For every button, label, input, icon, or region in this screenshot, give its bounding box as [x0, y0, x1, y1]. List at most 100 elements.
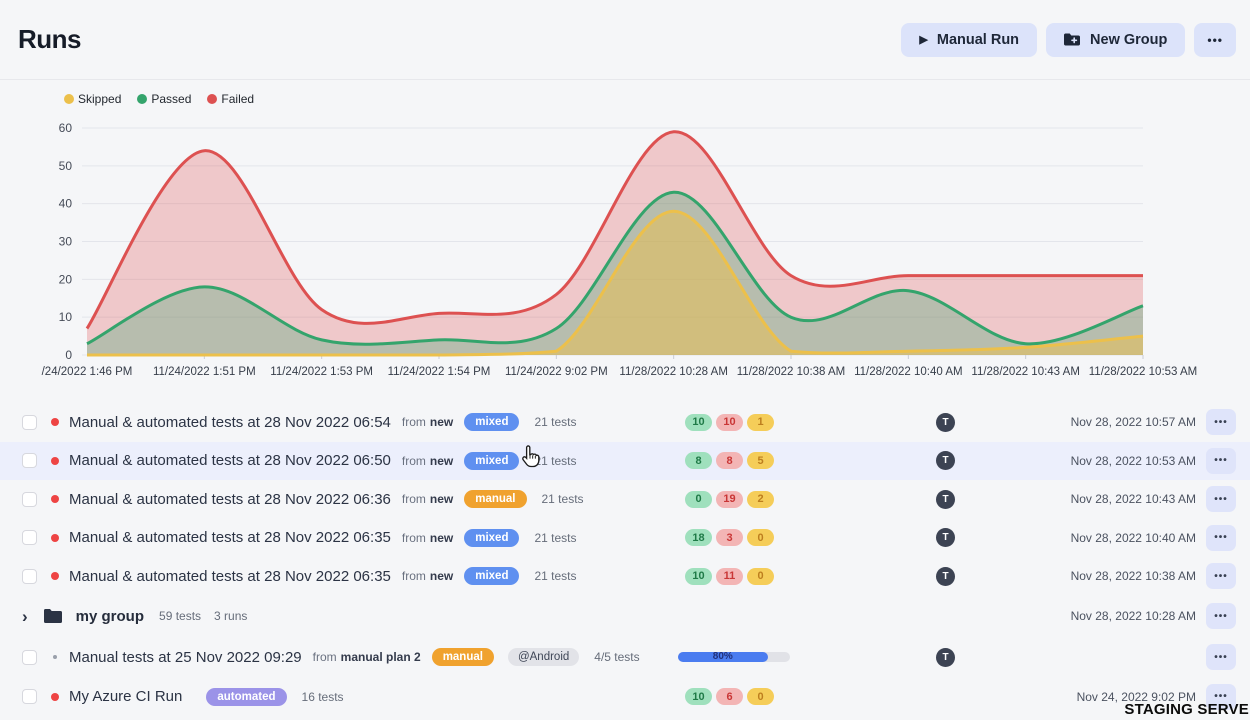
row-menu-button[interactable]: ••• [1206, 644, 1236, 670]
group-name: my group [75, 607, 145, 625]
new-group-label: New Group [1090, 31, 1168, 48]
skipped-count-badge: 0 [747, 567, 774, 585]
failed-count-badge: 10 [716, 413, 743, 431]
tests-count: 21 tests [534, 569, 577, 584]
run-row[interactable]: Manual & automated tests at 28 Nov 2022 … [0, 441, 1250, 480]
run-source-value: new [429, 530, 454, 545]
run-source-label: from [401, 569, 426, 584]
avatar: T [936, 566, 955, 586]
legend-label: Passed [151, 92, 192, 106]
y-tick-label: 50 [59, 159, 73, 173]
run-title: Manual tests at 25 Nov 2022 09:29 [69, 648, 302, 666]
manual-run-button[interactable]: ▶ Manual Run [901, 22, 1038, 57]
run-source-value: new [429, 415, 454, 430]
chart-legend: Skipped Passed Failed [64, 92, 254, 106]
result-badges: 0 19 2 [685, 490, 774, 508]
avatar: T [936, 528, 955, 548]
row-menu-button[interactable]: ••• [1206, 683, 1236, 710]
new-group-button[interactable]: New Group [1046, 22, 1186, 57]
run-timestamp: Nov 24, 2022 9:02 PM [1076, 689, 1196, 704]
run-type-pill: mixed [464, 528, 520, 547]
run-timestamp: Nov 28, 2022 10:57 AM [1070, 415, 1196, 430]
runs-chart: Skipped Passed Failed 0 10 20 30 40 50 60 /24/20… [0, 80, 1250, 390]
failed-count-badge: 6 [716, 688, 743, 706]
run-timestamp: Nov 28, 2022 10:43 AM [1070, 492, 1196, 507]
tests-count: 21 tests [541, 492, 584, 507]
run-title: Manual & automated tests at 28 Nov 2022 … [69, 490, 391, 508]
skipped-count-badge: 0 [747, 529, 774, 547]
row-checkbox[interactable] [22, 530, 37, 546]
row-checkbox[interactable] [22, 491, 37, 507]
failed-count-badge: 8 [716, 452, 743, 470]
row-checkbox[interactable] [22, 414, 37, 430]
run-source-label: from [401, 453, 426, 468]
tests-count: 21 tests [534, 415, 577, 430]
row-menu-button[interactable]: ••• [1206, 409, 1236, 436]
avatar: T [936, 451, 955, 471]
row-menu-button[interactable]: ••• [1206, 447, 1236, 474]
page-title: Runs [18, 24, 82, 54]
page-header: Runs ▶ Manual Run New Group ••• [0, 0, 1250, 80]
run-type-pill: mixed [464, 451, 520, 470]
progress-fill [678, 652, 768, 662]
run-row[interactable]: Manual & automated tests at 28 Nov 2022 … [0, 557, 1250, 596]
run-row[interactable]: Manual & automated tests at 28 Nov 2022 … [0, 519, 1250, 558]
row-menu-button[interactable]: ••• [1206, 603, 1236, 629]
run-type-pill: manual [431, 648, 494, 666]
run-row[interactable]: Manual & automated tests at 28 Nov 2022 … [0, 480, 1250, 519]
row-checkbox[interactable] [22, 568, 37, 584]
run-row[interactable]: My Azure CI Run automated 16 tests 10 6 0 Nov … [0, 678, 1250, 717]
line-skipped [87, 209, 1144, 357]
y-tick-label: 20 [59, 272, 73, 286]
skipped-count-badge: 0 [747, 688, 774, 706]
run-source-label: from [401, 492, 426, 507]
x-tick-label: 11/24/2022 1:51 PM [152, 366, 256, 378]
passed-count-badge: 0 [685, 490, 712, 508]
x-tick-label: 11/28/2022 10:53 AM [1088, 366, 1198, 378]
header-more-button[interactable]: ••• [1194, 22, 1236, 57]
failed-count-badge: 11 [716, 567, 743, 585]
row-menu-button[interactable]: ••• [1206, 486, 1236, 513]
header-actions: ▶ Manual Run New Group ••• [901, 22, 1236, 57]
legend-item-failed: Failed [207, 92, 254, 106]
y-tick-label: 40 [59, 197, 73, 211]
legend-label: Skipped [78, 92, 122, 106]
status-dot [51, 692, 59, 701]
row-checkbox[interactable] [22, 689, 37, 705]
run-source-label: from [312, 650, 337, 664]
y-tick-label: 30 [59, 235, 73, 249]
row-checkbox[interactable] [22, 649, 37, 665]
legend-dot-failed [207, 94, 218, 104]
row-checkbox[interactable] [22, 453, 37, 469]
run-tag: @Android [507, 648, 580, 666]
run-source-value: manual plan 2 [340, 650, 421, 664]
run-timestamp: Nov 28, 2022 10:40 AM [1070, 530, 1196, 545]
row-menu-button[interactable]: ••• [1206, 563, 1236, 590]
run-title: My Azure CI Run [69, 688, 183, 706]
run-source-value: new [429, 492, 454, 507]
failed-count-badge: 19 [716, 490, 743, 508]
status-dot [51, 533, 59, 542]
run-source-label: from [401, 415, 426, 430]
tests-count: 4/5 tests [594, 650, 640, 664]
play-icon: ▶ [919, 34, 928, 46]
group-row[interactable]: › my group 59 tests 3 runs Nov 28, 2022 10:2… [0, 596, 1250, 637]
group-runs-count: 3 runs [214, 609, 248, 623]
chart-plot: 0 10 20 30 40 50 60 [59, 121, 1144, 362]
chevron-right-icon[interactable]: › [22, 606, 28, 626]
area-failed [87, 131, 1143, 355]
status-dot [51, 572, 59, 581]
legend-label: Failed [221, 92, 255, 106]
row-menu-button[interactable]: ••• [1206, 524, 1236, 551]
avatar: T [936, 647, 955, 667]
tests-count: 21 tests [534, 530, 577, 545]
run-row[interactable]: Manual & automated tests at 28 Nov 2022 … [0, 403, 1250, 442]
y-tick-label: 60 [59, 121, 73, 135]
x-tick-label: 11/24/2022 1:53 PM [270, 366, 374, 378]
run-row[interactable]: Manual tests at 25 Nov 2022 09:29 from man… [0, 637, 1250, 678]
x-tick-label: 11/24/2022 1:54 PM [387, 366, 491, 378]
run-timestamp: Nov 28, 2022 10:53 AM [1070, 453, 1196, 468]
status-dot [51, 456, 59, 465]
